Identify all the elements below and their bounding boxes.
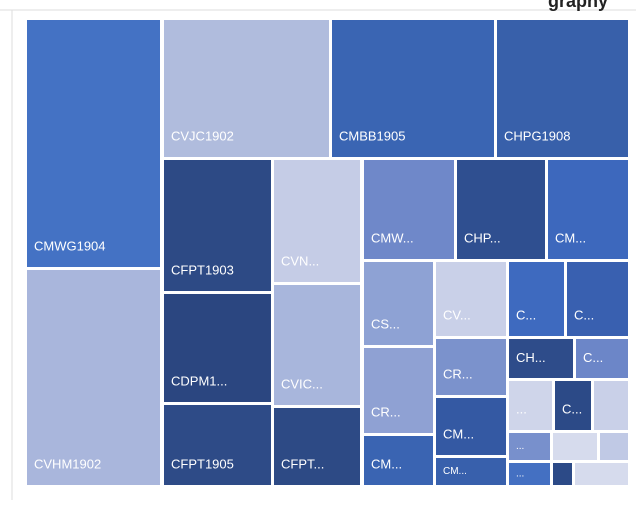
tile [600, 433, 628, 460]
tile-label: CVJC1902 [171, 128, 234, 143]
tile-label: CFPT... [281, 456, 324, 471]
tile-label: CM... [443, 426, 474, 441]
tile [509, 463, 550, 485]
tile [509, 262, 564, 336]
tile [164, 294, 271, 402]
tile [553, 463, 572, 485]
tile [27, 20, 160, 267]
tile [164, 160, 271, 291]
tile [509, 433, 550, 460]
tile [436, 398, 506, 455]
tile-label: C... [516, 307, 536, 322]
tile [576, 339, 628, 378]
tile-label: CHP... [464, 230, 501, 245]
tile-label: ... [516, 401, 527, 416]
tile-label: C... [574, 307, 594, 322]
tile-label: CVN... [281, 253, 319, 268]
title: graphy [548, 0, 608, 11]
tile [567, 262, 628, 336]
tile-label: CFPT1903 [171, 262, 234, 277]
tile-label: CDPM1... [171, 373, 227, 388]
tile [436, 339, 506, 395]
tile-label: ... [516, 441, 524, 452]
tile [553, 433, 597, 460]
tile [364, 436, 433, 485]
tile [497, 20, 628, 157]
tile-label: C... [562, 401, 582, 416]
tile-label: CH... [516, 350, 546, 365]
tile-label: CS... [371, 316, 400, 331]
tile-label: CR... [443, 366, 473, 381]
tile [575, 463, 628, 485]
tile-label: CVHM1902 [34, 456, 101, 471]
tile-label: CMW... [371, 230, 414, 245]
tile-label: CHPG1908 [504, 128, 570, 143]
tile-label: CR... [371, 404, 401, 419]
tile [436, 458, 506, 485]
tile [509, 339, 573, 378]
tile [27, 270, 160, 485]
tile [274, 160, 360, 282]
tile-label: CM... [555, 230, 586, 245]
tile [509, 381, 552, 430]
tile [164, 20, 329, 157]
tile-label: CM... [371, 456, 402, 471]
tile-label: CV... [443, 307, 471, 322]
tile [548, 160, 628, 259]
tile [364, 160, 454, 259]
tile [594, 381, 628, 430]
tile-label: ... [516, 469, 524, 480]
tile-label: C... [583, 350, 603, 365]
tile-label: CM... [443, 466, 467, 477]
tile [364, 348, 433, 433]
tile [555, 381, 591, 430]
tile [274, 408, 360, 485]
tile [164, 405, 271, 485]
tile-label: CFPT1905 [171, 456, 234, 471]
tile [274, 285, 360, 405]
tile-label: CMBB1905 [339, 128, 405, 143]
tile-label: CMWG1904 [34, 238, 106, 253]
tile [364, 262, 433, 345]
tile [436, 262, 506, 336]
tile [457, 160, 545, 259]
tile-label: CVIC... [281, 376, 323, 391]
tile [332, 20, 494, 157]
